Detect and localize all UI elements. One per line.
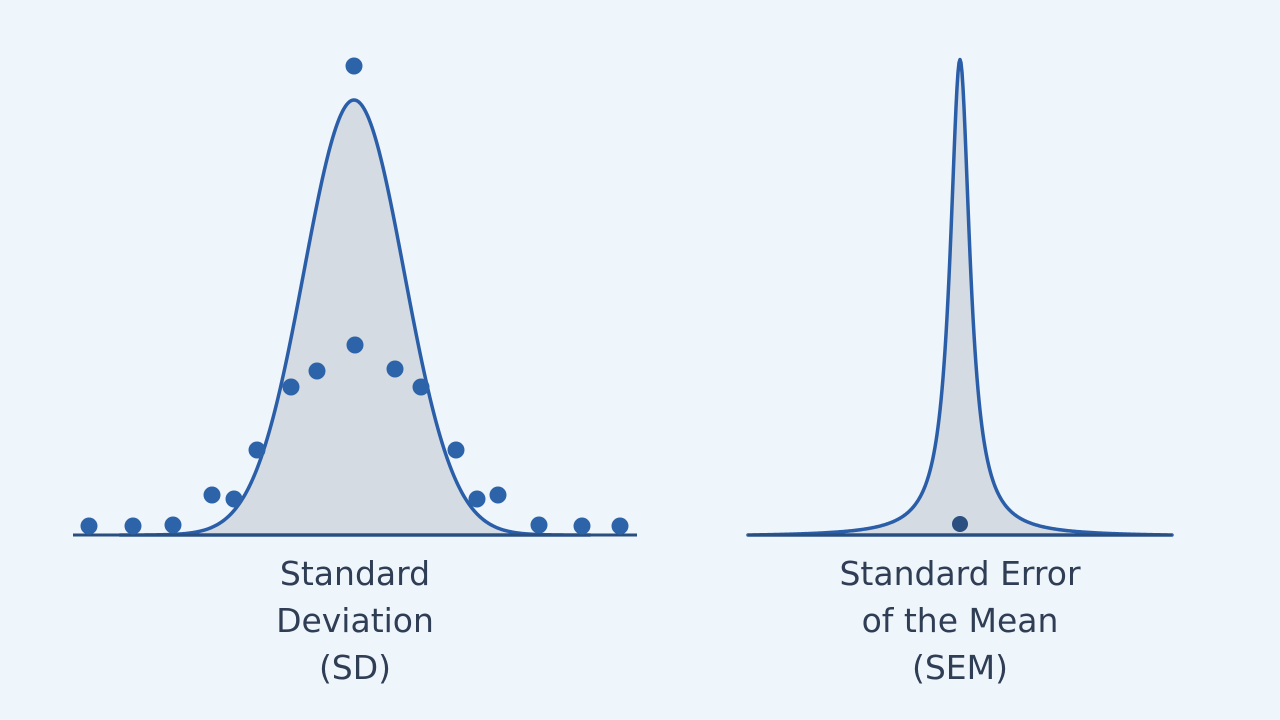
- sd-dot: [611, 517, 629, 535]
- sd-dot: [530, 516, 548, 534]
- sd-label: Standard Deviation (SD): [276, 554, 434, 687]
- sd-dot: [345, 57, 363, 75]
- label-line: Deviation: [276, 601, 434, 640]
- sd-dot: [468, 490, 486, 508]
- label-line: (SEM): [912, 648, 1008, 687]
- sem-label: Standard Error of the Mean (SEM): [839, 554, 1080, 687]
- label-line: (SD): [319, 648, 391, 687]
- sd-dot: [248, 441, 266, 459]
- label-line: of the Mean: [862, 601, 1059, 640]
- sd-dot: [346, 336, 364, 354]
- sem-curve: [746, 57, 1174, 537]
- sd-dot: [489, 486, 507, 504]
- label-line: Standard Error: [839, 554, 1080, 593]
- label-line: Standard: [280, 554, 430, 593]
- sd-dot: [412, 378, 430, 396]
- sd-dots: [80, 57, 629, 535]
- sd-dot: [447, 441, 465, 459]
- sd-dot: [80, 517, 98, 535]
- sd-dot: [225, 490, 243, 508]
- sd-curve: [118, 98, 592, 537]
- sd-dot: [124, 517, 142, 535]
- sd-dot: [308, 362, 326, 380]
- sd-dot: [164, 516, 182, 534]
- sd-dot: [282, 378, 300, 396]
- sd-dot: [573, 517, 591, 535]
- sem-dot: [952, 516, 968, 532]
- sd-dot: [386, 360, 404, 378]
- sd-dot: [203, 486, 221, 504]
